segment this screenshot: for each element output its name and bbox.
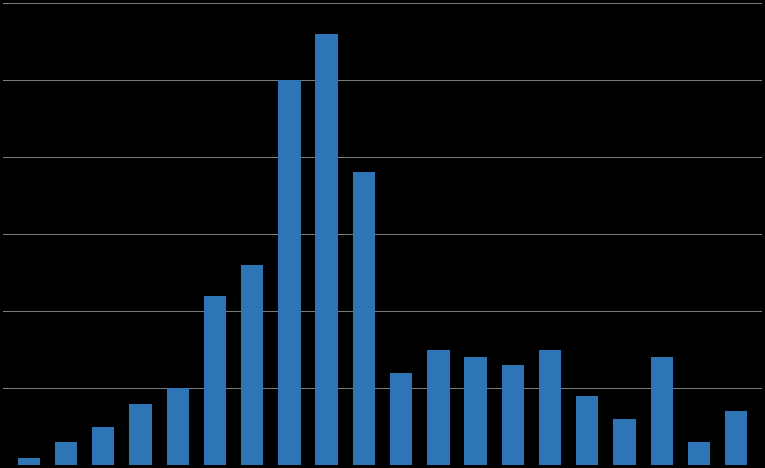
Bar (55, 442, 77, 465)
Bar (129, 403, 151, 465)
Bar (167, 388, 189, 465)
Bar (688, 442, 710, 465)
Bar (464, 358, 487, 465)
Bar (539, 350, 562, 465)
Bar (353, 172, 375, 465)
Bar (427, 350, 450, 465)
Bar (241, 265, 263, 465)
Bar (18, 458, 40, 465)
Bar (502, 365, 524, 465)
Bar (315, 34, 338, 465)
Bar (614, 419, 636, 465)
Bar (92, 427, 115, 465)
Bar (203, 296, 226, 465)
Bar (390, 373, 412, 465)
Bar (278, 80, 301, 465)
Bar (725, 411, 747, 465)
Bar (576, 396, 598, 465)
Bar (650, 358, 673, 465)
